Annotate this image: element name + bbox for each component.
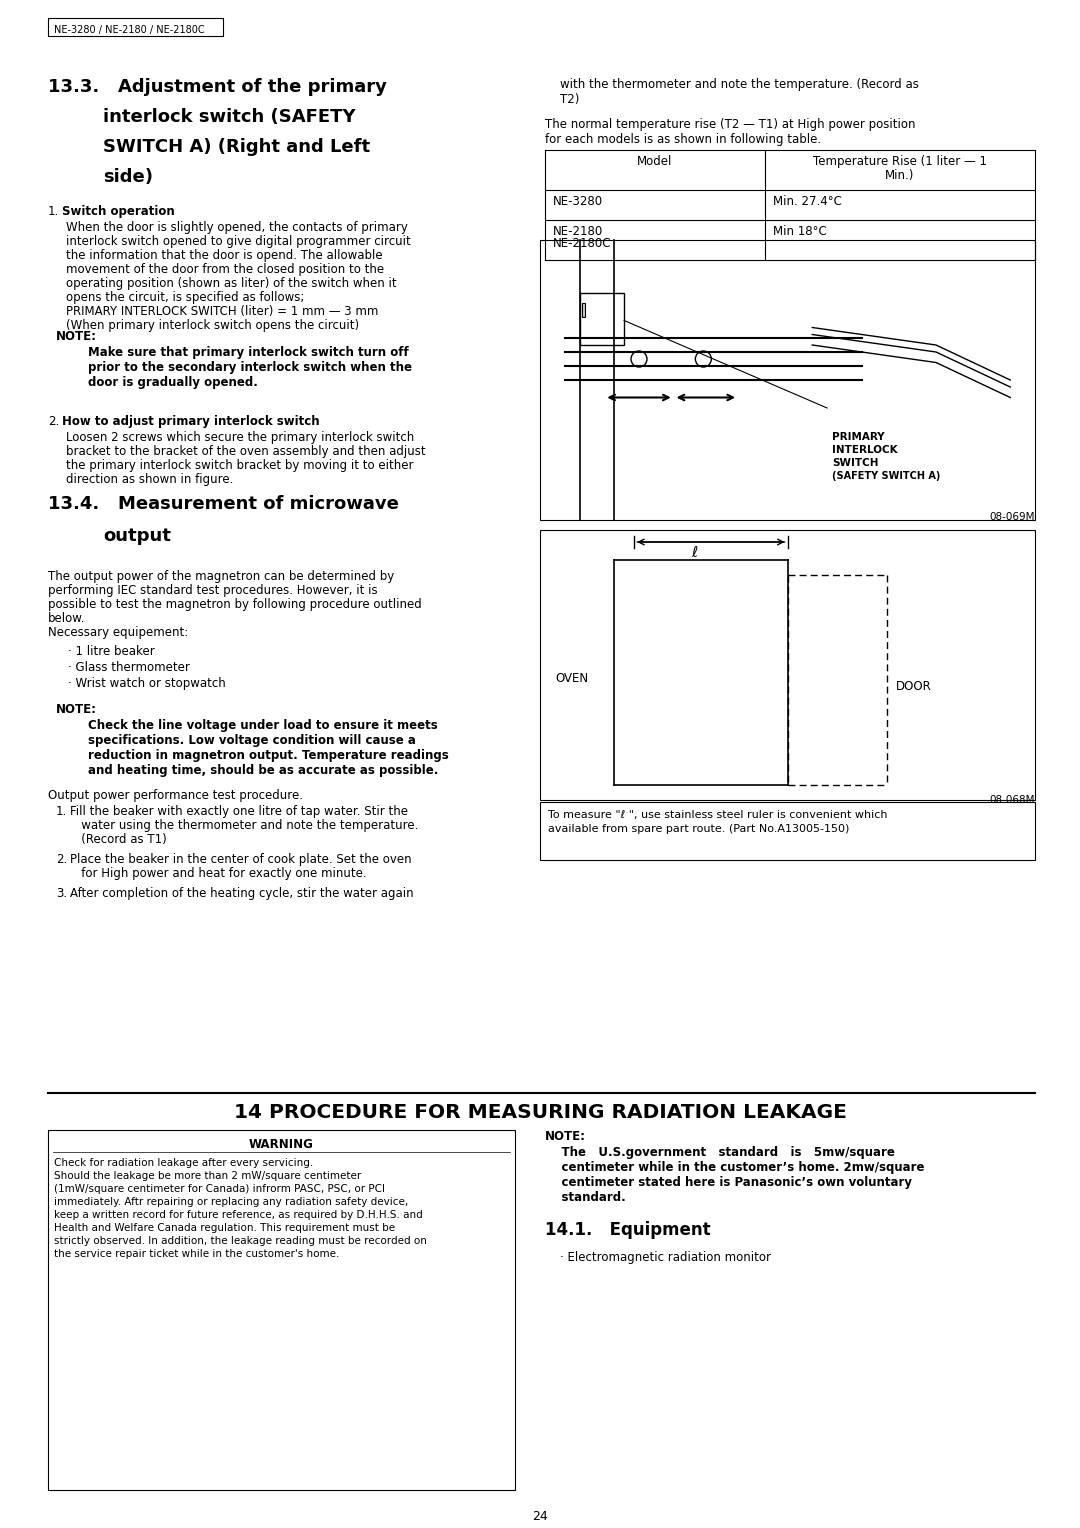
- Text: water using the thermometer and note the temperature.: water using the thermometer and note the…: [70, 819, 418, 833]
- Text: Switch operation: Switch operation: [62, 205, 175, 219]
- Text: · Wrist watch or stopwatch: · Wrist watch or stopwatch: [68, 677, 226, 691]
- Text: centimeter while in the customer’s home. 2mw/square: centimeter while in the customer’s home.…: [545, 1161, 924, 1174]
- Text: · 1 litre beaker: · 1 litre beaker: [68, 645, 154, 659]
- Text: performing IEC standard test procedures. However, it is: performing IEC standard test procedures.…: [48, 584, 378, 597]
- Text: possible to test the magnetron by following procedure outlined: possible to test the magnetron by follow…: [48, 597, 422, 611]
- Text: standard.: standard.: [545, 1190, 625, 1204]
- Bar: [48, 18, 222, 37]
- Bar: [540, 240, 1035, 520]
- Text: the service repair ticket while in the customer's home.: the service repair ticket while in the c…: [54, 1248, 339, 1259]
- Text: The   U.S.government   standard   is   5mw/square: The U.S.government standard is 5mw/squar…: [545, 1146, 895, 1160]
- Text: Place the beaker in the center of cook plate. Set the oven: Place the beaker in the center of cook p…: [70, 853, 411, 866]
- Text: reduction in magnetron output. Temperature readings: reduction in magnetron output. Temperatu…: [87, 749, 449, 762]
- Text: operating position (shown as liter) of the switch when it: operating position (shown as liter) of t…: [66, 277, 396, 290]
- Text: SWITCH: SWITCH: [832, 458, 878, 468]
- Text: Min 18°C: Min 18°C: [773, 225, 827, 238]
- Text: NE-3280: NE-3280: [553, 196, 603, 208]
- Text: bracket to the bracket of the oven assembly and then adjust: bracket to the bracket of the oven assem…: [66, 445, 426, 458]
- Text: keep a written record for future reference, as required by D.H.H.S. and: keep a written record for future referen…: [54, 1210, 422, 1219]
- Text: below.: below.: [48, 613, 85, 625]
- Text: specifications. Low voltage condition will cause a: specifications. Low voltage condition wi…: [87, 733, 416, 747]
- Text: After completion of the heating cycle, stir the water again: After completion of the heating cycle, s…: [70, 886, 414, 900]
- Text: Model: Model: [637, 154, 673, 168]
- Text: $\ell$: $\ell$: [691, 545, 699, 559]
- Text: 1.: 1.: [56, 805, 67, 817]
- Text: (1mW/square centimeter for Canada) infrorm PASC, PSC, or PCI: (1mW/square centimeter for Canada) infro…: [54, 1184, 384, 1193]
- Text: 1.: 1.: [48, 205, 59, 219]
- Text: Temperature Rise (1 liter — 1: Temperature Rise (1 liter — 1: [813, 154, 987, 168]
- Bar: [540, 530, 1035, 801]
- Text: strictly observed. In addition, the leakage reading must be recorded on: strictly observed. In addition, the leak…: [54, 1236, 427, 1245]
- Text: the primary interlock switch bracket by moving it to either: the primary interlock switch bracket by …: [66, 458, 414, 472]
- Text: Necessary equipement:: Necessary equipement:: [48, 626, 188, 639]
- Text: · Glass thermometer: · Glass thermometer: [68, 662, 190, 674]
- Text: To measure "ℓ ", use stainless steel ruler is convenient which: To measure "ℓ ", use stainless steel rul…: [548, 810, 888, 821]
- Text: (Record as T1): (Record as T1): [70, 833, 166, 847]
- Text: Min.): Min.): [886, 170, 915, 182]
- Text: 14.1.   Equipment: 14.1. Equipment: [545, 1221, 711, 1239]
- Text: PRIMARY: PRIMARY: [832, 432, 885, 442]
- Text: direction as shown in figure.: direction as shown in figure.: [66, 474, 233, 486]
- Bar: [540, 802, 1035, 860]
- Text: NE-2180: NE-2180: [553, 225, 604, 238]
- Text: with the thermometer and note the temperature. (Record as: with the thermometer and note the temper…: [561, 78, 919, 92]
- Text: and heating time, should be as accurate as possible.: and heating time, should be as accurate …: [87, 764, 438, 778]
- Text: Loosen 2 screws which secure the primary interlock switch: Loosen 2 screws which secure the primary…: [66, 431, 415, 445]
- Text: 08-068M: 08-068M: [989, 795, 1035, 805]
- Text: Min. 27.4°C: Min. 27.4°C: [773, 196, 842, 208]
- Bar: [582, 303, 584, 316]
- Text: When the door is slightly opened, the contacts of primary: When the door is slightly opened, the co…: [66, 222, 408, 234]
- Text: DOOR: DOOR: [896, 680, 932, 694]
- Text: Output power performance test procedure.: Output power performance test procedure.: [48, 788, 303, 802]
- Text: 13.4.   Measurement of microwave: 13.4. Measurement of microwave: [48, 495, 399, 513]
- Text: SWITCH A) (Right and Left: SWITCH A) (Right and Left: [103, 138, 370, 156]
- Text: NOTE:: NOTE:: [56, 703, 97, 717]
- Text: NE-2180C: NE-2180C: [553, 237, 611, 251]
- Text: NOTE:: NOTE:: [56, 330, 97, 342]
- Bar: [580, 292, 624, 345]
- Text: INTERLOCK: INTERLOCK: [832, 445, 897, 455]
- Text: PRIMARY INTERLOCK SWITCH (liter) = 1 mm — 3 mm: PRIMARY INTERLOCK SWITCH (liter) = 1 mm …: [66, 306, 378, 318]
- Text: (When primary interlock switch opens the circuit): (When primary interlock switch opens the…: [66, 319, 360, 332]
- Text: opens the circuit, is specified as follows;: opens the circuit, is specified as follo…: [66, 290, 305, 304]
- Text: Fill the beaker with exactly one litre of tap water. Stir the: Fill the beaker with exactly one litre o…: [70, 805, 408, 817]
- Text: · Electromagnetic radiation monitor: · Electromagnetic radiation monitor: [561, 1251, 771, 1264]
- Text: The output power of the magnetron can be determined by: The output power of the magnetron can be…: [48, 570, 394, 584]
- Text: centimeter stated here is Panasonic’s own voluntary: centimeter stated here is Panasonic’s ow…: [545, 1177, 912, 1189]
- Text: immediately. Aftr repairing or replacing any radiation safety device,: immediately. Aftr repairing or replacing…: [54, 1196, 408, 1207]
- Text: Check for radiation leakage after every servicing.: Check for radiation leakage after every …: [54, 1158, 313, 1167]
- Text: OVEN: OVEN: [556, 672, 589, 685]
- Text: door is gradually opened.: door is gradually opened.: [87, 376, 258, 390]
- Text: Health and Welfare Canada regulation. This requirement must be: Health and Welfare Canada regulation. Th…: [54, 1222, 395, 1233]
- Text: side): side): [103, 168, 153, 186]
- Text: (SAFETY SWITCH A): (SAFETY SWITCH A): [832, 471, 941, 481]
- Text: NOTE:: NOTE:: [545, 1131, 586, 1143]
- Bar: [48, 1131, 515, 1490]
- Text: Check the line voltage under load to ensure it meets: Check the line voltage under load to ens…: [87, 720, 437, 732]
- Text: interlock switch opened to give digital programmer circuit: interlock switch opened to give digital …: [66, 235, 410, 248]
- Text: The normal temperature rise (T2 — T1) at High power position: The normal temperature rise (T2 — T1) at…: [545, 118, 916, 131]
- Text: 3.: 3.: [56, 886, 67, 900]
- Text: Make sure that primary interlock switch turn off: Make sure that primary interlock switch …: [87, 345, 408, 359]
- Text: 2.: 2.: [48, 416, 59, 428]
- Text: WARNING: WARNING: [248, 1138, 313, 1151]
- Text: 2.: 2.: [56, 853, 67, 866]
- Text: 13.3.   Adjustment of the primary: 13.3. Adjustment of the primary: [48, 78, 387, 96]
- Text: prior to the secondary interlock switch when the: prior to the secondary interlock switch …: [87, 361, 411, 374]
- Text: 08-069M: 08-069M: [989, 512, 1035, 523]
- Text: Should the leakage be more than 2 mW/square centimeter: Should the leakage be more than 2 mW/squ…: [54, 1170, 361, 1181]
- Text: the information that the door is opend. The allowable: the information that the door is opend. …: [66, 249, 382, 261]
- Text: 24: 24: [532, 1510, 548, 1523]
- Text: for High power and heat for exactly one minute.: for High power and heat for exactly one …: [70, 866, 366, 880]
- Text: for each models is as shown in following table.: for each models is as shown in following…: [545, 133, 821, 147]
- Text: How to adjust primary interlock switch: How to adjust primary interlock switch: [62, 416, 320, 428]
- Text: T2): T2): [561, 93, 579, 105]
- Text: available from spare part route. (Part No.A13005-150): available from spare part route. (Part N…: [548, 824, 849, 834]
- Text: 14 PROCEDURE FOR MEASURING RADIATION LEAKAGE: 14 PROCEDURE FOR MEASURING RADIATION LEA…: [233, 1103, 847, 1122]
- Text: interlock switch (SAFETY: interlock switch (SAFETY: [103, 108, 355, 125]
- Text: output: output: [103, 527, 171, 545]
- Text: movement of the door from the closed position to the: movement of the door from the closed pos…: [66, 263, 384, 277]
- Text: NE-3280 / NE-2180 / NE-2180C: NE-3280 / NE-2180 / NE-2180C: [54, 24, 204, 35]
